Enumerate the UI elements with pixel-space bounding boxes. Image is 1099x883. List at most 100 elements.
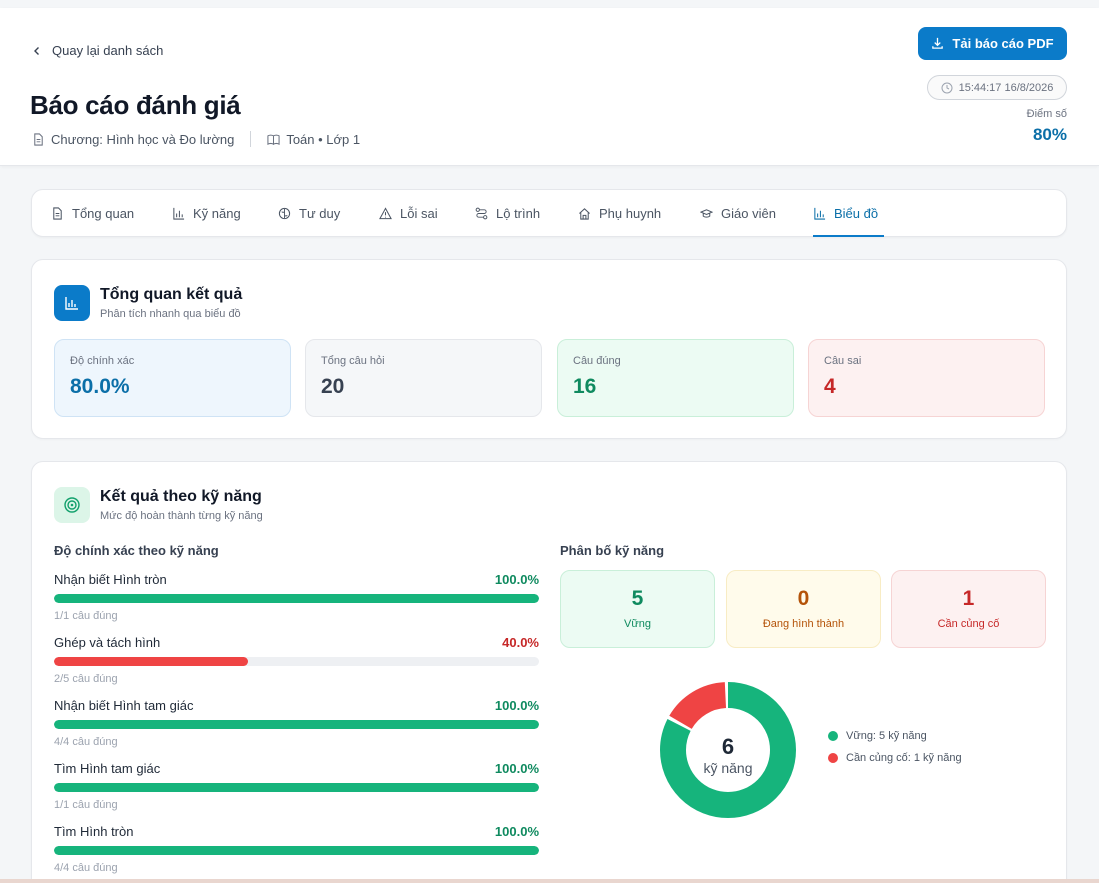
- skills-donut-chart: 6 kỹ năng: [660, 682, 796, 818]
- skill-row: Tìm Hình tam giác 100.0% 1/1 câu đúng: [54, 761, 539, 824]
- graduation-cap-icon: [700, 209, 713, 218]
- target-icon: [54, 487, 90, 523]
- skill-progress-fill: [54, 720, 539, 729]
- score-label: Điểm số: [1026, 108, 1067, 120]
- tab-label: Lộ trình: [496, 206, 541, 221]
- dist-count: 5: [631, 587, 644, 610]
- skill-progress-fill: [54, 594, 539, 603]
- document-icon: [34, 132, 43, 146]
- back-to-list-link[interactable]: Quay lại danh sách: [32, 43, 163, 58]
- skill-progress-fill: [54, 657, 248, 666]
- skill-progress-fill: [54, 846, 539, 855]
- stat-wrong: Câu sai 4: [808, 339, 1045, 417]
- skill-count: 2/5 câu đúng: [54, 673, 118, 685]
- tab-overview[interactable]: Tổng quan: [51, 190, 134, 237]
- donut-segment: [660, 682, 796, 818]
- skills-subtitle: Mức độ hoàn thành từng kỹ năng: [100, 510, 263, 522]
- donut-center-label: kỹ năng: [703, 760, 752, 776]
- overview-card: Tổng quan kết quả Phân tích nhanh qua bi…: [31, 259, 1067, 439]
- skill-row: Ghép và tách hình 40.0% 2/5 câu đúng: [54, 635, 539, 698]
- tab-label: Biểu đồ: [834, 206, 879, 221]
- dist-needs-review: 1 Cần củng cố: [891, 570, 1046, 648]
- book-icon: [267, 134, 280, 145]
- skill-percent: 100.0%: [494, 572, 539, 587]
- stat-total-questions: Tổng câu hỏi 20: [305, 339, 542, 417]
- dist-count: 0: [797, 587, 810, 610]
- skill-percent: 100.0%: [494, 761, 539, 776]
- skill-count: 1/1 câu đúng: [54, 799, 118, 811]
- skill-progress-track: [54, 594, 539, 603]
- brain-icon: [278, 207, 291, 220]
- tab-thinking[interactable]: Tư duy: [278, 190, 340, 237]
- stat-value: 16: [573, 375, 597, 398]
- skill-name: Ghép và tách hình: [54, 635, 161, 650]
- skills-title: Kết quả theo kỹ năng: [100, 488, 262, 505]
- bar-chart-icon: [814, 207, 826, 220]
- legend-item-solid: Vững: 5 kỹ năng: [828, 730, 927, 742]
- skill-name: Nhận biết Hình tam giác: [54, 698, 194, 713]
- tab-label: Tư duy: [299, 206, 341, 221]
- tab-charts[interactable]: Biểu đồ: [813, 190, 884, 237]
- report-meta: Chương: Hình học và Đo lường Toán • Lớp …: [32, 131, 360, 147]
- tab-label: Phụ huynh: [599, 206, 662, 221]
- tab-mistakes[interactable]: Lỗi sai: [379, 190, 438, 237]
- subject-label: Toán • Lớp 1: [286, 131, 361, 147]
- overview-title: Tổng quan kết quả: [100, 286, 243, 303]
- download-pdf-button[interactable]: Tải báo cáo PDF: [918, 27, 1067, 60]
- dist-label: Vững: [624, 618, 651, 630]
- report-header: Quay lại danh sách Báo cáo đánh giá Chươ…: [0, 8, 1099, 166]
- tab-parents[interactable]: Phụ huynh: [578, 190, 661, 237]
- stat-accuracy: Độ chính xác 80.0%: [54, 339, 291, 417]
- timestamp-badge: 15:44:17 16/8/2026: [927, 75, 1067, 100]
- stat-label: Độ chính xác: [70, 355, 135, 367]
- stat-label: Câu đúng: [573, 355, 621, 367]
- legend-label: Vững: 5 kỹ năng: [846, 730, 927, 742]
- dist-label: Đang hình thành: [762, 618, 845, 630]
- dist-solid: 5 Vững: [560, 570, 715, 648]
- dist-forming: 0 Đang hình thành: [726, 570, 881, 648]
- skill-name: Tìm Hình tam giác: [54, 761, 161, 776]
- skill-name: Tìm Hình tròn: [54, 824, 134, 839]
- bar-chart-icon: [173, 207, 185, 220]
- timestamp-text: 15:44:17 16/8/2026: [958, 81, 1054, 94]
- meta-divider: [250, 131, 252, 147]
- legend-dot: [828, 753, 838, 763]
- route-icon: [475, 207, 488, 220]
- tab-label: Tổng quan: [72, 206, 135, 221]
- accuracy-heading: Độ chính xác theo kỹ năng: [54, 543, 219, 558]
- legend-dot: [828, 731, 838, 741]
- report-tabs: Tổng quan Kỹ năng Tư duy Lỗi sai Lộ trìn…: [31, 189, 1067, 237]
- skill-percent: 100.0%: [494, 824, 539, 839]
- skill-count: 4/4 câu đúng: [54, 862, 118, 874]
- document-icon: [53, 207, 62, 220]
- tab-label: Lỗi sai: [400, 206, 438, 221]
- stat-value: 80.0%: [70, 375, 130, 398]
- distribution-heading: Phân bố kỹ năng: [560, 543, 665, 558]
- skill-row: Tìm Hình tròn 100.0% 4/4 câu đúng: [54, 824, 539, 883]
- tab-label: Giáo viên: [721, 206, 776, 221]
- stat-value: 20: [321, 375, 345, 398]
- tab-skills[interactable]: Kỹ năng: [172, 190, 241, 237]
- tab-teacher[interactable]: Giáo viên: [700, 190, 776, 237]
- stat-label: Tổng câu hỏi: [321, 355, 385, 367]
- tab-label: Kỹ năng: [193, 206, 241, 221]
- skills-card: Kết quả theo kỹ năng Mức độ hoàn thành t…: [31, 461, 1067, 883]
- chapter-label: Chương: Hình học và Đo lường: [51, 131, 235, 147]
- clock-icon: [941, 82, 953, 93]
- skill-count: 4/4 câu đúng: [54, 736, 118, 748]
- dist-label: Cần củng cố: [937, 618, 1000, 630]
- overview-subtitle: Phân tích nhanh qua biểu đồ: [100, 308, 241, 320]
- stat-correct: Câu đúng 16: [557, 339, 794, 417]
- skill-percent: 100.0%: [494, 698, 539, 713]
- skill-row: Nhận biết Hình tam giác 100.0% 4/4 câu đún…: [54, 698, 539, 761]
- download-pdf-label: Tải báo cáo PDF: [952, 36, 1054, 51]
- stat-value: 4: [824, 375, 836, 398]
- donut-center-value: 6: [722, 734, 734, 759]
- skill-progress-track: [54, 846, 539, 855]
- stat-label: Câu sai: [824, 355, 862, 367]
- skill-name: Nhận biết Hình tròn: [54, 572, 167, 587]
- skill-count: 1/1 câu đúng: [54, 610, 118, 622]
- tab-roadmap[interactable]: Lộ trình: [475, 190, 540, 237]
- score-value: 80%: [1032, 125, 1067, 144]
- skill-progress-track: [54, 720, 539, 729]
